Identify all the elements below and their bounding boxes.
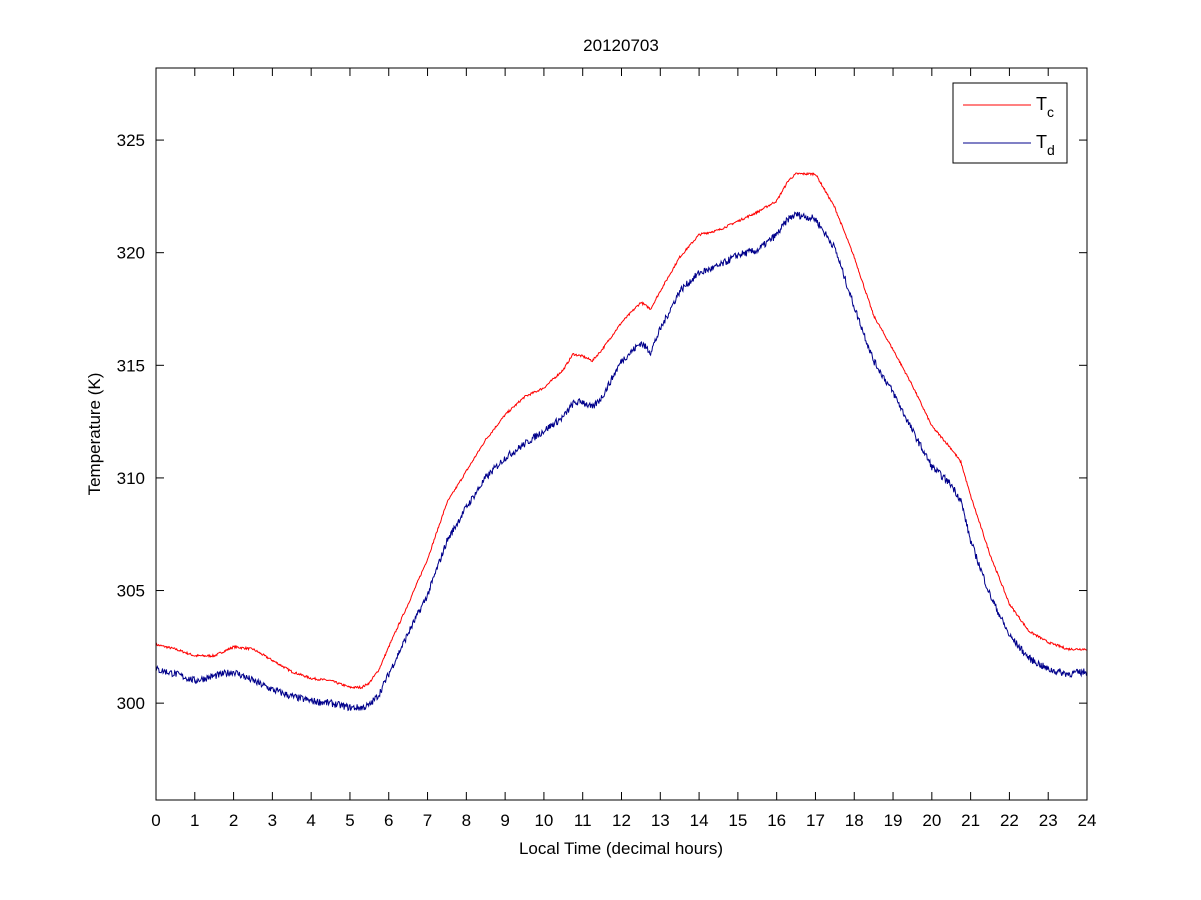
x-tick-label-11: 11 bbox=[574, 811, 592, 830]
x-tick-label-3: 3 bbox=[268, 811, 277, 830]
x-tick-label-6: 6 bbox=[384, 811, 393, 830]
legend-box bbox=[952, 82, 1068, 164]
x-tick-label-23: 23 bbox=[1039, 811, 1058, 830]
axes-layer: 0 1 2 3 4 5 6 7 8 9 10 11 12 13 14 15 16 17 18 19 20 21 22 23 24… bbox=[117, 68, 1097, 830]
legend: Tc Td bbox=[952, 82, 1068, 164]
x-tick-label-9: 9 bbox=[500, 811, 509, 830]
x-tick-label-0: 0 bbox=[151, 811, 160, 830]
x-tick-label-1: 1 bbox=[190, 811, 199, 830]
x-tick-label-16: 16 bbox=[767, 811, 786, 830]
x-tick-label-24: 24 bbox=[1078, 811, 1097, 830]
x-tick-label-21: 21 bbox=[961, 811, 980, 830]
x-tick-label-7: 7 bbox=[423, 811, 432, 830]
chart-title: 20120703 bbox=[583, 36, 659, 55]
legend-label-tc: Tc bbox=[1036, 94, 1054, 120]
x-tick-label-4: 4 bbox=[306, 811, 315, 830]
plot-area bbox=[156, 68, 1087, 800]
y-axis-label: Temperature (K) bbox=[85, 373, 104, 496]
legend-label-td-main: T bbox=[1036, 132, 1047, 152]
x-tick-label-17: 17 bbox=[806, 811, 825, 830]
x-tick-label-13: 13 bbox=[651, 811, 670, 830]
x-tick-label-12: 12 bbox=[612, 811, 631, 830]
x-tick-label-22: 22 bbox=[1000, 811, 1019, 830]
series-layer bbox=[155, 171, 1088, 712]
y-tick-label-305: 305 bbox=[117, 582, 145, 601]
y-tick-label-310: 310 bbox=[117, 469, 145, 488]
x-tick-label-15: 15 bbox=[728, 811, 747, 830]
y-tick-label-325: 325 bbox=[117, 131, 145, 150]
x-tick-label-8: 8 bbox=[462, 811, 471, 830]
legend-label-tc-subscript: c bbox=[1047, 104, 1054, 120]
x-tick-label-20: 20 bbox=[922, 811, 941, 830]
legend-label-tc-main: T bbox=[1036, 94, 1047, 114]
x-tick-label-10: 10 bbox=[534, 811, 553, 830]
legend-label-td: Td bbox=[1036, 132, 1055, 158]
y-tick-label-320: 320 bbox=[117, 244, 145, 263]
x-tick-label-14: 14 bbox=[690, 811, 709, 830]
y-tick-label-300: 300 bbox=[117, 694, 145, 713]
legend-label-td-subscript: d bbox=[1047, 142, 1055, 158]
x-axis-label: Local Time (decimal hours) bbox=[519, 839, 723, 858]
plot-frame bbox=[155, 67, 1088, 801]
x-tick-label-18: 18 bbox=[845, 811, 864, 830]
y-tick-label-315: 315 bbox=[117, 356, 145, 375]
series-line-tc bbox=[155, 171, 1088, 690]
series-line-td bbox=[155, 211, 1088, 712]
x-tick-label-5: 5 bbox=[345, 811, 354, 830]
x-tick-label-2: 2 bbox=[229, 811, 238, 830]
x-tick-label-19: 19 bbox=[884, 811, 903, 830]
